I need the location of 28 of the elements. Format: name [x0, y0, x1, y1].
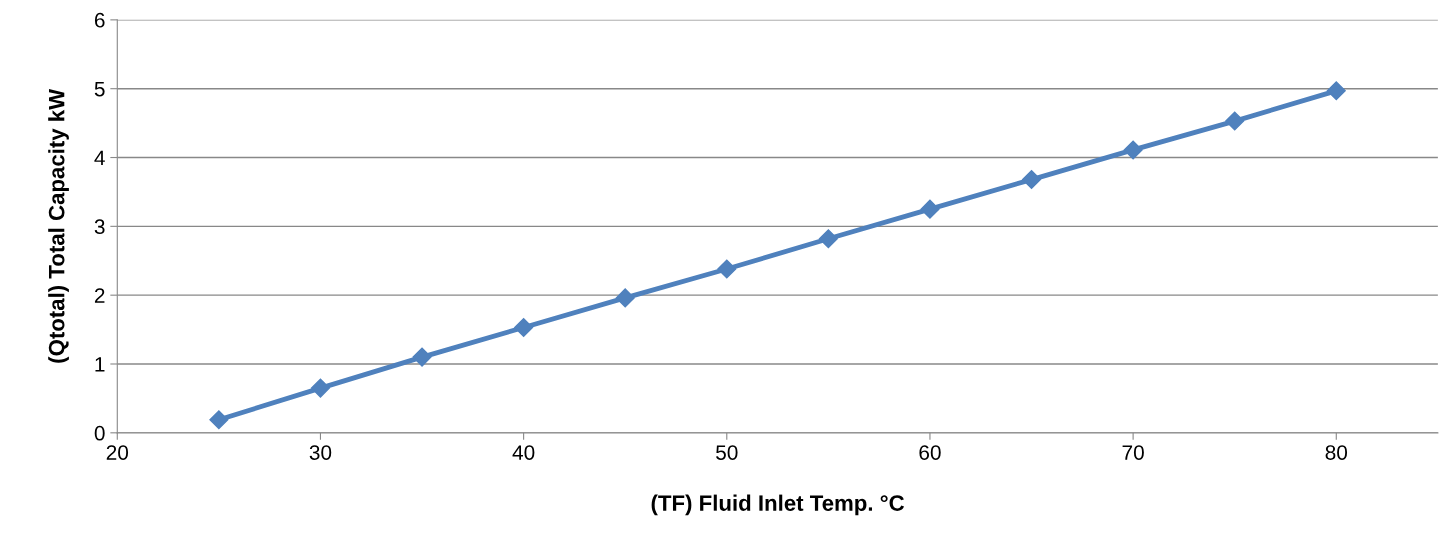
y-tick-label: 4 — [94, 150, 105, 166]
x-tick-label: 80 — [1325, 445, 1348, 460]
point — [514, 317, 534, 338]
point — [818, 229, 838, 249]
x-tick-label: 50 — [716, 445, 738, 460]
x-axis-title: (TF) Fluid Inlet Temp. °C — [651, 494, 905, 516]
y-tick-label: 5 — [94, 81, 105, 97]
point — [412, 347, 432, 367]
y-tick-label: 0 — [94, 425, 105, 441]
point — [1123, 140, 1143, 160]
x-tick-label: 40 — [512, 445, 535, 460]
point — [1326, 81, 1346, 101]
point — [310, 378, 330, 398]
point — [1021, 170, 1042, 190]
x-tick-label: 60 — [919, 445, 941, 460]
y-axis-title: (Qtotal) Total Capacity kW — [48, 88, 69, 363]
point — [920, 199, 940, 219]
y-tick-label: 3 — [94, 219, 105, 235]
x-tick-label: 20 — [106, 445, 129, 460]
y-tick-label: 1 — [95, 357, 105, 372]
point — [717, 259, 737, 279]
point — [209, 410, 229, 430]
y-tick-label: 6 — [94, 12, 105, 28]
point — [615, 288, 635, 308]
y-tick-label: 2 — [94, 288, 105, 303]
point — [1225, 111, 1245, 131]
x-tick-label: 70 — [1122, 445, 1144, 460]
x-tick-label: 30 — [309, 445, 332, 460]
